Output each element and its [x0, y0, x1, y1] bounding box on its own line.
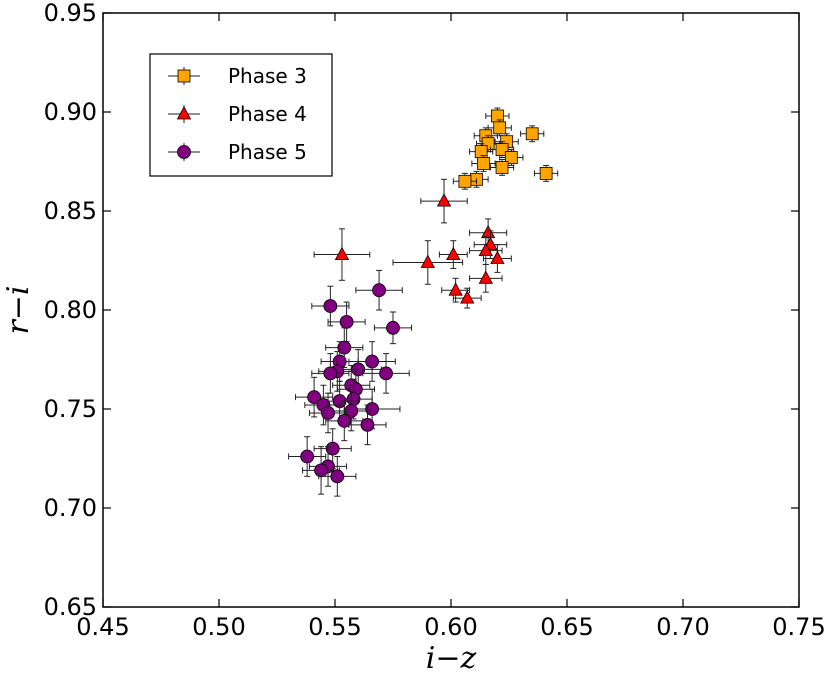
x-tick-label: 0.70 [656, 613, 709, 641]
data-point [337, 340, 352, 355]
data-point [504, 151, 518, 164]
data-point [321, 406, 335, 420]
y-tick-label: 0.90 [44, 98, 97, 126]
legend-entry: Phase 4 [168, 102, 307, 126]
x-tick-label: 0.50 [192, 613, 245, 641]
data-point [330, 469, 345, 484]
x-tick-label: 0.45 [76, 613, 129, 641]
data-point [379, 366, 393, 381]
data-point [337, 413, 352, 428]
x-tick-label: 0.60 [424, 613, 477, 641]
legend-entry: Phase 3 [168, 64, 307, 88]
series-phase-3 [452, 107, 559, 190]
data-point [420, 254, 435, 268]
data-point [339, 314, 354, 329]
legend-entry: Phase 5 [168, 140, 307, 164]
data-point [436, 193, 452, 207]
data-point [490, 250, 505, 264]
data-point [365, 402, 380, 416]
data-point [478, 270, 493, 284]
legend-marker [177, 69, 191, 83]
series-phase-5 [288, 269, 413, 497]
data-point [307, 390, 322, 405]
data-point [386, 320, 400, 335]
data-point [495, 161, 509, 174]
data-point [365, 354, 380, 369]
series-phase-4 [313, 178, 512, 309]
x-tick-label: 0.55 [308, 613, 361, 641]
x-axis-label: i−z [426, 641, 477, 674]
axis-ticks: 0.45 0.50 0.55 0.60 0.65 0.70 0.75 0.65 0.70 0.75… [44, 0, 826, 641]
y-axis-label: r−i [1, 285, 36, 334]
x-tick-label: 0.75 [772, 613, 825, 641]
y-tick-label: 0.95 [44, 0, 97, 27]
data-point [477, 157, 490, 170]
data-point [458, 174, 472, 188]
data-point [493, 121, 507, 135]
y-tick-label: 0.85 [44, 197, 97, 225]
data-point [372, 283, 386, 298]
y-tick-label: 0.70 [44, 494, 97, 522]
data-points [288, 107, 559, 497]
y-tick-label: 0.75 [44, 395, 97, 423]
data-point [300, 449, 315, 464]
legend-marker [177, 145, 191, 159]
data-point [539, 166, 553, 180]
data-point [525, 127, 539, 141]
data-point [314, 463, 328, 478]
data-point [323, 366, 338, 381]
data-point [325, 441, 340, 456]
y-tick-label: 0.80 [44, 296, 97, 324]
legend: Phase 3 Phase 4 Phase 5 [149, 53, 333, 177]
legend-marker [176, 106, 192, 120]
plot-frame [102, 12, 800, 608]
data-point [448, 282, 463, 296]
data-point [478, 242, 493, 257]
data-point [334, 246, 350, 260]
legend-label: Phase 5 [228, 140, 307, 164]
data-point [446, 246, 461, 260]
data-point [360, 417, 375, 432]
data-point [323, 299, 338, 313]
x-tick-label: 0.65 [540, 613, 593, 641]
legend-label: Phase 3 [228, 64, 307, 88]
data-point [480, 224, 496, 239]
y-tick-label: 0.65 [44, 593, 97, 621]
data-point [460, 290, 475, 304]
legend-label: Phase 4 [228, 102, 307, 126]
